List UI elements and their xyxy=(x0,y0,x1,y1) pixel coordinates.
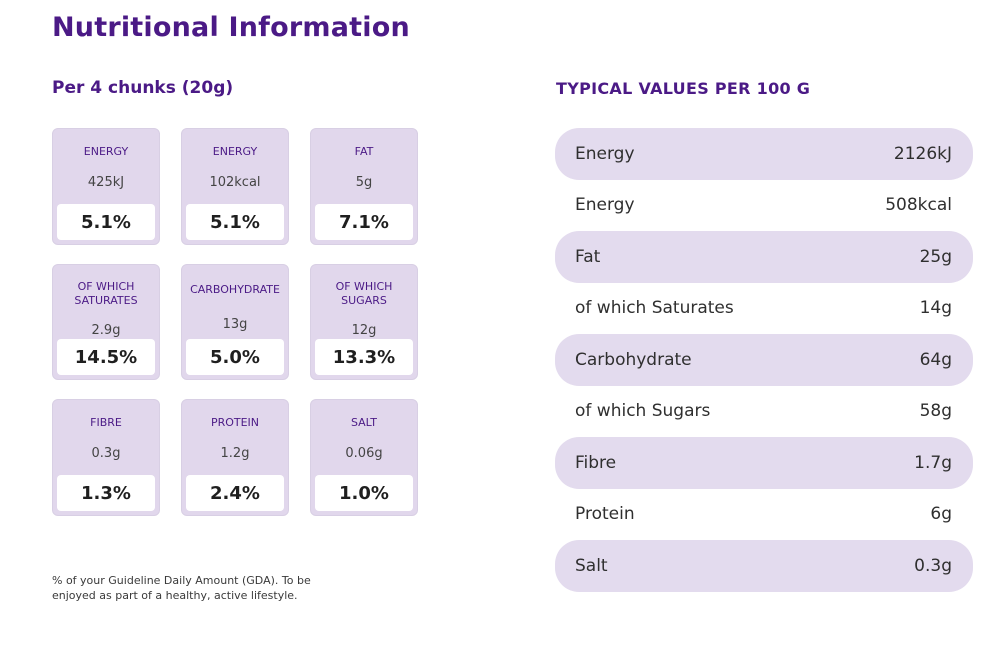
row-name: Carbohydrate xyxy=(575,349,692,370)
card-label: ENERGY xyxy=(83,145,129,158)
row-value: 64g xyxy=(919,349,952,370)
table-row: Fibre 1.7g xyxy=(555,437,973,489)
card-label: OF WHICH SUGARS xyxy=(335,280,393,307)
card-percent: 5.1% xyxy=(57,204,155,240)
card-label: OF WHICH SATURATES xyxy=(74,280,138,307)
gda-card-energy-kj: ENERGY 425kJ 5.1% xyxy=(52,128,160,245)
table-row: Energy 2126kJ xyxy=(555,128,973,180)
gda-card-energy-kcal: ENERGY 102kcal 5.1% xyxy=(181,128,289,245)
table-row: Protein 6g xyxy=(555,489,973,541)
card-percent: 1.3% xyxy=(57,475,155,511)
card-amount: 102kcal xyxy=(209,175,261,190)
gda-card-salt: SALT 0.06g 1.0% xyxy=(310,399,418,516)
card-label: ENERGY xyxy=(212,145,258,158)
card-amount: 0.06g xyxy=(345,446,383,461)
gda-card-carbohydrate: CARBOHYDRATE 13g 5.0% xyxy=(181,264,289,380)
card-amount: 13g xyxy=(222,317,248,332)
card-label: FIBRE xyxy=(90,416,122,429)
row-value: 1.7g xyxy=(914,452,952,473)
row-name: Fat xyxy=(575,246,601,267)
table-row: Fat 25g xyxy=(555,231,973,283)
card-percent: 1.0% xyxy=(315,475,413,511)
row-name: Salt xyxy=(575,555,608,576)
card-label: CARBOHYDRATE xyxy=(190,283,280,296)
gda-card-fibre: FIBRE 0.3g 1.3% xyxy=(52,399,160,516)
gda-card-sugars: OF WHICH SUGARS 12g 13.3% xyxy=(310,264,418,380)
card-amount: 425kJ xyxy=(87,175,125,190)
table-row: Salt 0.3g xyxy=(555,540,973,592)
card-percent: 5.1% xyxy=(186,204,284,240)
row-value: 0.3g xyxy=(914,555,952,576)
card-percent: 14.5% xyxy=(57,339,155,375)
card-percent: 5.0% xyxy=(186,339,284,375)
table-row: Energy 508kcal xyxy=(555,180,973,232)
row-value: 58g xyxy=(919,401,952,422)
row-name: Energy xyxy=(575,195,635,216)
row-name: of which Saturates xyxy=(575,298,734,319)
card-percent: 7.1% xyxy=(315,204,413,240)
card-label: FAT xyxy=(354,145,374,158)
table-row: of which Saturates 14g xyxy=(555,283,973,335)
row-name: Protein xyxy=(575,504,635,525)
card-amount: 12g xyxy=(351,323,377,338)
row-name: Energy xyxy=(575,143,635,164)
card-percent: 13.3% xyxy=(315,339,413,375)
card-amount: 5g xyxy=(355,175,373,190)
table-row: Carbohydrate 64g xyxy=(555,334,973,386)
per-portion-heading: Per 4 chunks (20g) xyxy=(52,78,234,98)
row-value: 6g xyxy=(930,504,952,525)
gda-card-fat: FAT 5g 7.1% xyxy=(310,128,418,245)
row-value: 25g xyxy=(919,246,952,267)
card-label: SALT xyxy=(350,416,378,429)
gda-footnote: % of your Guideline Daily Amount (GDA). … xyxy=(52,574,311,602)
card-amount: 2.9g xyxy=(91,323,121,338)
row-value: 508kcal xyxy=(885,195,952,216)
row-name: of which Sugars xyxy=(575,401,711,422)
row-value: 14g xyxy=(919,298,952,319)
typical-values-heading: TYPICAL VALUES PER 100 G xyxy=(556,79,811,98)
card-amount: 1.2g xyxy=(220,446,250,461)
page-title: Nutritional Information xyxy=(52,12,410,43)
gda-card-protein: PROTEIN 1.2g 2.4% xyxy=(181,399,289,516)
card-amount: 0.3g xyxy=(91,446,121,461)
row-value: 2126kJ xyxy=(893,143,952,164)
card-percent: 2.4% xyxy=(186,475,284,511)
row-name: Fibre xyxy=(575,452,617,473)
gda-card-saturates: OF WHICH SATURATES 2.9g 14.5% xyxy=(52,264,160,380)
card-label: PROTEIN xyxy=(210,416,260,429)
table-row: of which Sugars 58g xyxy=(555,386,973,438)
gda-card-grid: ENERGY 425kJ 5.1% ENERGY 102kcal 5.1% FA… xyxy=(52,128,418,516)
typical-values-table: Energy 2126kJ Energy 508kcal Fat 25g of … xyxy=(555,128,973,592)
